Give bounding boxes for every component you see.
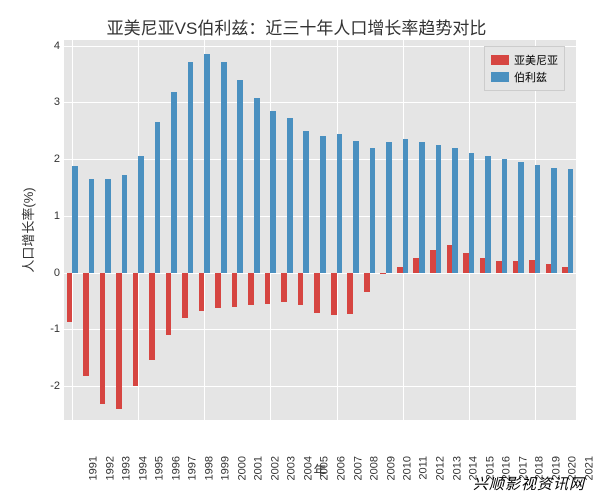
x-tick-label: 2010: [402, 456, 414, 480]
legend-item: 亚美尼亚: [491, 52, 558, 68]
bar-belize: [320, 136, 326, 272]
bar-belize: [89, 179, 95, 273]
bar-armenia: [248, 273, 254, 305]
bar-belize: [105, 179, 111, 273]
bar-belize: [72, 166, 78, 272]
bar-belize: [386, 142, 392, 272]
bar-armenia: [298, 273, 304, 306]
bar-belize: [469, 153, 475, 272]
bar-belize: [204, 54, 210, 272]
bar-armenia: [67, 273, 73, 322]
y-axis-label: 人口增长率(%): [18, 187, 37, 272]
x-tick-label: 2000: [236, 456, 248, 480]
x-tick-label: 2011: [417, 456, 429, 480]
bar-armenia: [166, 273, 172, 335]
bar-belize: [485, 156, 491, 272]
x-tick-label: 2001: [253, 456, 265, 480]
y-tick-label: -1: [50, 323, 60, 335]
bar-belize: [551, 168, 557, 273]
bar-belize: [502, 159, 508, 272]
plot-area: [64, 40, 576, 420]
bar-armenia: [149, 273, 155, 361]
bar-armenia: [347, 273, 353, 314]
bar-armenia: [281, 273, 287, 302]
x-tick-label: 2002: [269, 456, 281, 480]
bar-armenia: [116, 273, 122, 409]
x-tick-label: 1997: [187, 456, 199, 480]
x-tick-label: 2007: [352, 456, 364, 480]
y-tick-label: 2: [54, 153, 60, 165]
bar-belize: [270, 111, 276, 273]
bar-belize: [452, 148, 458, 273]
bar-armenia: [331, 273, 337, 316]
bar-armenia: [215, 273, 221, 308]
x-tick-label: 2003: [286, 456, 298, 480]
grid-line-horizontal: [64, 329, 576, 330]
legend-label: 亚美尼亚: [514, 52, 558, 68]
bar-armenia: [232, 273, 238, 307]
bar-belize: [303, 131, 309, 273]
legend: 亚美尼亚伯利兹: [484, 46, 565, 91]
y-tick-label: -2: [50, 380, 60, 392]
grid-line-horizontal: [64, 102, 576, 103]
bar-armenia: [380, 273, 386, 274]
bar-belize: [254, 98, 260, 273]
chart-title: 亚美尼亚VS伯利兹：近三十年人口增长率趋势对比: [0, 14, 593, 39]
bar-belize: [419, 142, 425, 272]
legend-swatch: [491, 72, 509, 82]
x-tick-label: 1996: [170, 456, 182, 480]
bar-belize: [403, 139, 409, 272]
bar-armenia: [133, 273, 139, 386]
x-tick-label: 1991: [88, 456, 100, 480]
bar-belize: [171, 92, 177, 272]
y-tick-label: 4: [54, 40, 60, 52]
x-tick-label: 2013: [451, 456, 463, 480]
y-tick-label: 3: [54, 96, 60, 108]
bar-armenia: [83, 273, 89, 376]
bar-armenia: [265, 273, 271, 304]
y-tick-label: 0: [54, 267, 60, 279]
x-tick-label: 1998: [203, 456, 215, 480]
bar-belize: [188, 62, 194, 273]
bar-belize: [353, 141, 359, 273]
bar-belize: [436, 145, 442, 273]
x-tick-label: 2009: [385, 456, 397, 480]
bar-belize: [155, 122, 161, 272]
bar-belize: [122, 175, 128, 273]
bar-belize: [237, 80, 243, 273]
legend-label: 伯利兹: [514, 69, 547, 85]
legend-swatch: [491, 55, 509, 65]
grid-line-horizontal: [64, 386, 576, 387]
bar-belize: [370, 148, 376, 273]
x-tick-label: 1999: [220, 456, 232, 480]
x-tick-label: 2008: [369, 456, 381, 480]
bar-armenia: [182, 273, 188, 319]
watermark-text: 兴顺影视资讯网: [473, 473, 585, 494]
x-tick-label: 1992: [104, 456, 116, 480]
bar-armenia: [199, 273, 205, 311]
bar-belize: [535, 165, 541, 273]
bar-armenia: [364, 273, 370, 293]
bar-belize: [138, 156, 144, 272]
y-tick-label: 1: [54, 210, 60, 222]
x-tick-label: 2012: [435, 456, 447, 480]
bar-belize: [337, 134, 343, 273]
bar-belize: [221, 62, 227, 273]
bar-belize: [287, 118, 293, 272]
grid-line-horizontal: [64, 273, 576, 274]
legend-item: 伯利兹: [491, 69, 558, 85]
x-tick-label: 2006: [335, 456, 347, 480]
x-tick-label: 1995: [154, 456, 166, 480]
x-tick-label: 1993: [121, 456, 133, 480]
x-tick-label: 1994: [137, 456, 149, 480]
bar-belize: [518, 162, 524, 273]
bar-belize: [568, 169, 574, 272]
x-axis-label: 年: [313, 460, 326, 479]
bar-armenia: [314, 273, 320, 314]
bar-armenia: [100, 273, 106, 405]
